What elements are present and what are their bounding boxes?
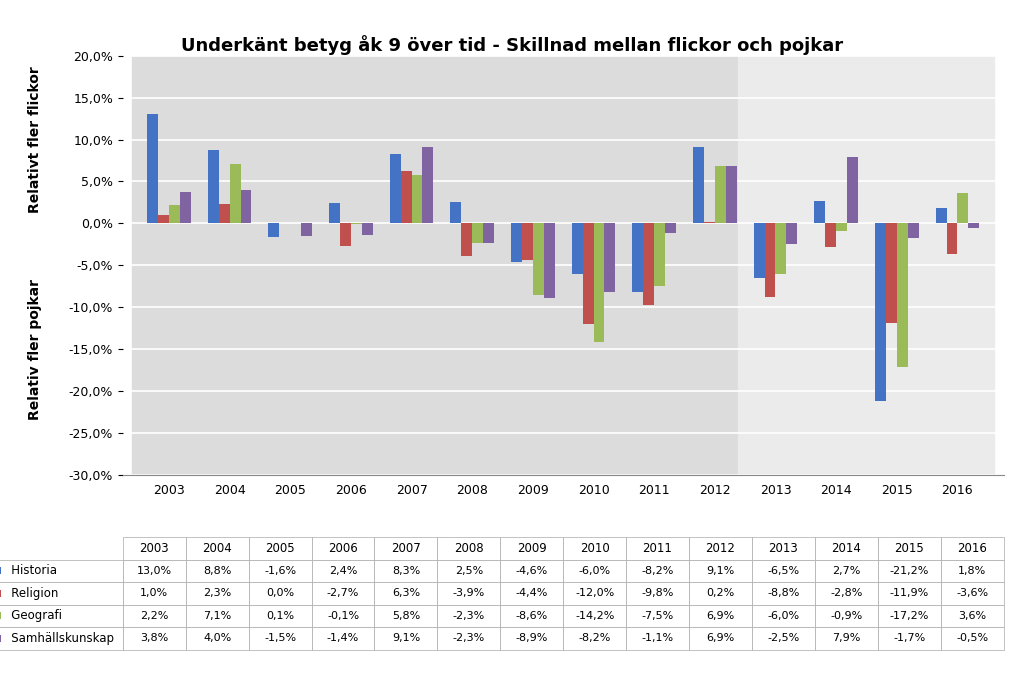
Bar: [241, 190, 252, 223]
Bar: [472, 223, 483, 243]
Bar: [268, 223, 280, 237]
Bar: [169, 205, 180, 223]
Bar: [907, 223, 919, 237]
Bar: [208, 149, 219, 223]
Bar: [775, 223, 786, 274]
Bar: [571, 223, 583, 274]
Bar: [886, 223, 897, 323]
Bar: [936, 208, 946, 223]
Bar: [738, 56, 994, 475]
Bar: [483, 223, 494, 243]
Bar: [583, 223, 594, 324]
Bar: [412, 174, 423, 223]
Bar: [654, 223, 666, 286]
Bar: [147, 114, 158, 223]
Bar: [461, 223, 472, 256]
Bar: [825, 223, 837, 247]
Bar: [132, 56, 752, 475]
Bar: [219, 204, 229, 223]
Bar: [594, 223, 604, 342]
Bar: [340, 223, 351, 246]
Bar: [693, 147, 703, 223]
Bar: [754, 223, 765, 278]
Bar: [522, 223, 532, 260]
Bar: [666, 223, 676, 232]
Bar: [765, 223, 775, 297]
Bar: [969, 223, 979, 228]
Bar: [532, 223, 544, 295]
Bar: [814, 201, 825, 223]
Bar: [946, 223, 957, 253]
Bar: [329, 203, 340, 223]
Bar: [361, 223, 373, 235]
Bar: [390, 154, 400, 223]
Bar: [847, 157, 858, 223]
Text: Relativt fler flickor: Relativt fler flickor: [28, 66, 42, 213]
Text: Underkänt betyg åk 9 över tid - Skillnad mellan flickor och pojkar: Underkänt betyg åk 9 över tid - Skillnad…: [181, 35, 843, 55]
Bar: [301, 223, 312, 236]
Bar: [786, 223, 798, 244]
Bar: [229, 164, 241, 223]
Bar: [633, 223, 643, 292]
Bar: [703, 222, 715, 223]
Bar: [643, 223, 654, 306]
Bar: [715, 165, 726, 223]
Bar: [511, 223, 522, 262]
Bar: [837, 223, 847, 231]
Bar: [726, 165, 736, 223]
Bar: [158, 215, 169, 223]
Bar: [957, 193, 969, 223]
Bar: [423, 147, 433, 223]
Bar: [451, 202, 461, 223]
Bar: [180, 191, 190, 223]
Text: Relativ fler pojkar: Relativ fler pojkar: [28, 279, 42, 419]
Bar: [604, 223, 615, 292]
Bar: [544, 223, 555, 298]
Bar: [874, 223, 886, 401]
Bar: [400, 170, 412, 223]
Bar: [897, 223, 907, 367]
Bar: [351, 223, 361, 224]
